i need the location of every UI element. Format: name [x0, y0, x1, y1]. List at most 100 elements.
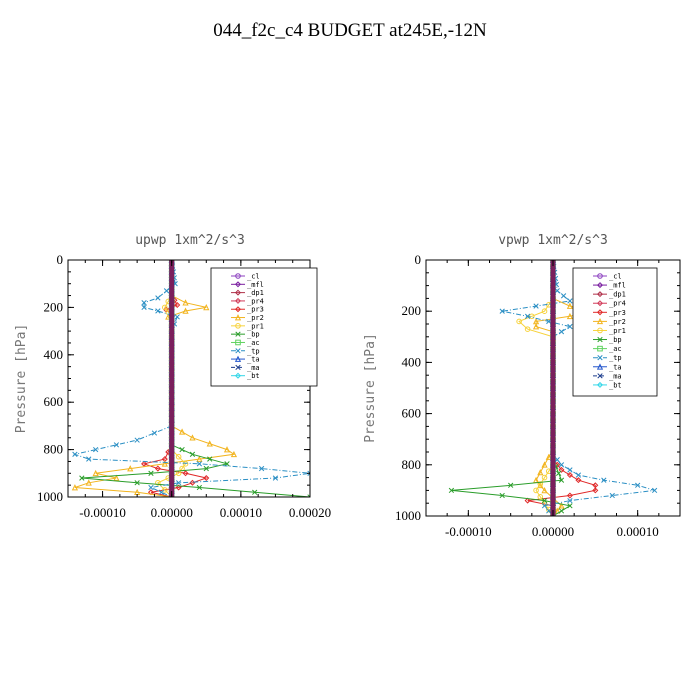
data-point: [196, 484, 203, 491]
legend-marker: [596, 363, 604, 370]
legend-marker: [596, 282, 604, 289]
data-point: [545, 453, 552, 460]
y-tick-label: 800: [402, 457, 422, 472]
legend-marker: [235, 331, 241, 337]
legend-box: [572, 267, 658, 397]
legend-label: _ma: [247, 364, 260, 372]
legend-marker: [596, 291, 604, 298]
data-point: [174, 302, 181, 309]
data-point: [127, 465, 134, 472]
data-point: [567, 323, 573, 330]
data-point: [592, 487, 599, 494]
data-point: [524, 326, 531, 332]
legend-label: _mfl: [247, 281, 264, 289]
data-point: [575, 472, 582, 478]
data-point: [258, 465, 265, 472]
legend-marker: [235, 348, 241, 354]
data-point: [558, 502, 565, 509]
legend-label: _ta: [609, 363, 622, 371]
y-tick-label: 200: [402, 303, 422, 318]
x-tick-label: -0.00010: [445, 524, 492, 539]
data-point: [182, 307, 189, 314]
data-point: [223, 446, 231, 453]
data-point: [609, 492, 615, 499]
data-point: [448, 487, 455, 494]
y-axis-label: Pressure [hPa]: [14, 324, 29, 434]
data-point: [566, 492, 573, 499]
legend-marker: [234, 306, 242, 313]
legend-label: _pr4: [247, 297, 264, 305]
data-point: [134, 437, 140, 443]
data-point: [162, 487, 168, 493]
data-point: [92, 469, 99, 477]
y-tick-label: 0: [415, 252, 422, 267]
zero-profile-bar: [169, 260, 175, 497]
data-point: [189, 434, 196, 441]
data-point: [252, 489, 258, 495]
legend-marker: [234, 372, 242, 379]
legend-label: _bp: [609, 336, 622, 344]
series-line-pr1: [518, 298, 554, 516]
legend-marker: [234, 297, 242, 304]
data-point: [307, 494, 310, 497]
legend-marker: [234, 314, 242, 321]
data-point: [558, 329, 565, 335]
data-point: [161, 460, 168, 467]
data-point: [230, 450, 238, 458]
data-point: [175, 480, 182, 486]
chart-panel-1: upwp 1xm^2/s^3 Pressure [hPa] 0 200 400 600 80…: [14, 233, 331, 520]
data-point: [155, 295, 161, 301]
data-point: [141, 460, 148, 467]
legend-marker: [597, 327, 603, 334]
data-point: [179, 446, 185, 453]
data-point: [541, 503, 548, 509]
data-point: [541, 308, 548, 315]
y-axis-label: Pressure [hPa]: [363, 333, 378, 443]
series-line-pr3: [142, 295, 209, 497]
data-point: [148, 470, 154, 476]
data-point: [141, 300, 147, 306]
y-tick-label: 400: [44, 347, 64, 362]
legend-label: _ac: [609, 345, 622, 353]
data-point: [72, 451, 78, 457]
legend-label: _bt: [247, 372, 260, 380]
legend-label: _tp: [609, 354, 622, 362]
data-point: [560, 293, 567, 299]
data-point: [196, 461, 203, 467]
legend-marker: [597, 373, 603, 379]
legend-label: _tp: [247, 347, 260, 355]
y-tick-label: 800: [44, 442, 64, 457]
data-point: [272, 475, 279, 481]
data-point: [141, 304, 147, 311]
legend-label: _ta: [247, 356, 260, 364]
legend-marker: [235, 273, 241, 279]
legend-label: _ma: [609, 372, 622, 380]
legend-label: _pr3: [247, 306, 264, 314]
y-tick-label: 400: [402, 354, 422, 369]
y-tick-label: 0: [57, 252, 64, 267]
data-point: [635, 482, 641, 488]
zero-profile-bar: [550, 260, 556, 516]
data-point: [162, 304, 168, 311]
x-tick-label: 0.00000: [532, 524, 574, 539]
y-tick-label: 1000: [395, 508, 421, 523]
legend-marker: [234, 289, 242, 296]
series-line-pr2: [74, 295, 236, 497]
legend: _cl_mfl_dp1_pr4_pr3_pr2_pr1_bp_ac_tp_ta_…: [572, 267, 658, 397]
legend-label: _bt: [609, 381, 622, 389]
data-point: [175, 484, 182, 491]
legend: _cl_mfl_dp1_pr4_pr3_pr2_pr1_bp_ac_tp_ta_…: [210, 267, 318, 387]
data-point: [155, 308, 161, 314]
data-point: [189, 451, 196, 457]
data-point: [85, 479, 92, 486]
data-point: [203, 303, 210, 311]
data-point: [558, 462, 565, 468]
series-line-tp: [502, 260, 655, 516]
data-point: [558, 477, 565, 483]
data-point: [558, 508, 565, 514]
data-point: [182, 470, 189, 477]
data-point: [182, 461, 189, 467]
data-point: [567, 497, 573, 504]
legend-marker: [596, 381, 604, 388]
data-point: [175, 453, 182, 460]
